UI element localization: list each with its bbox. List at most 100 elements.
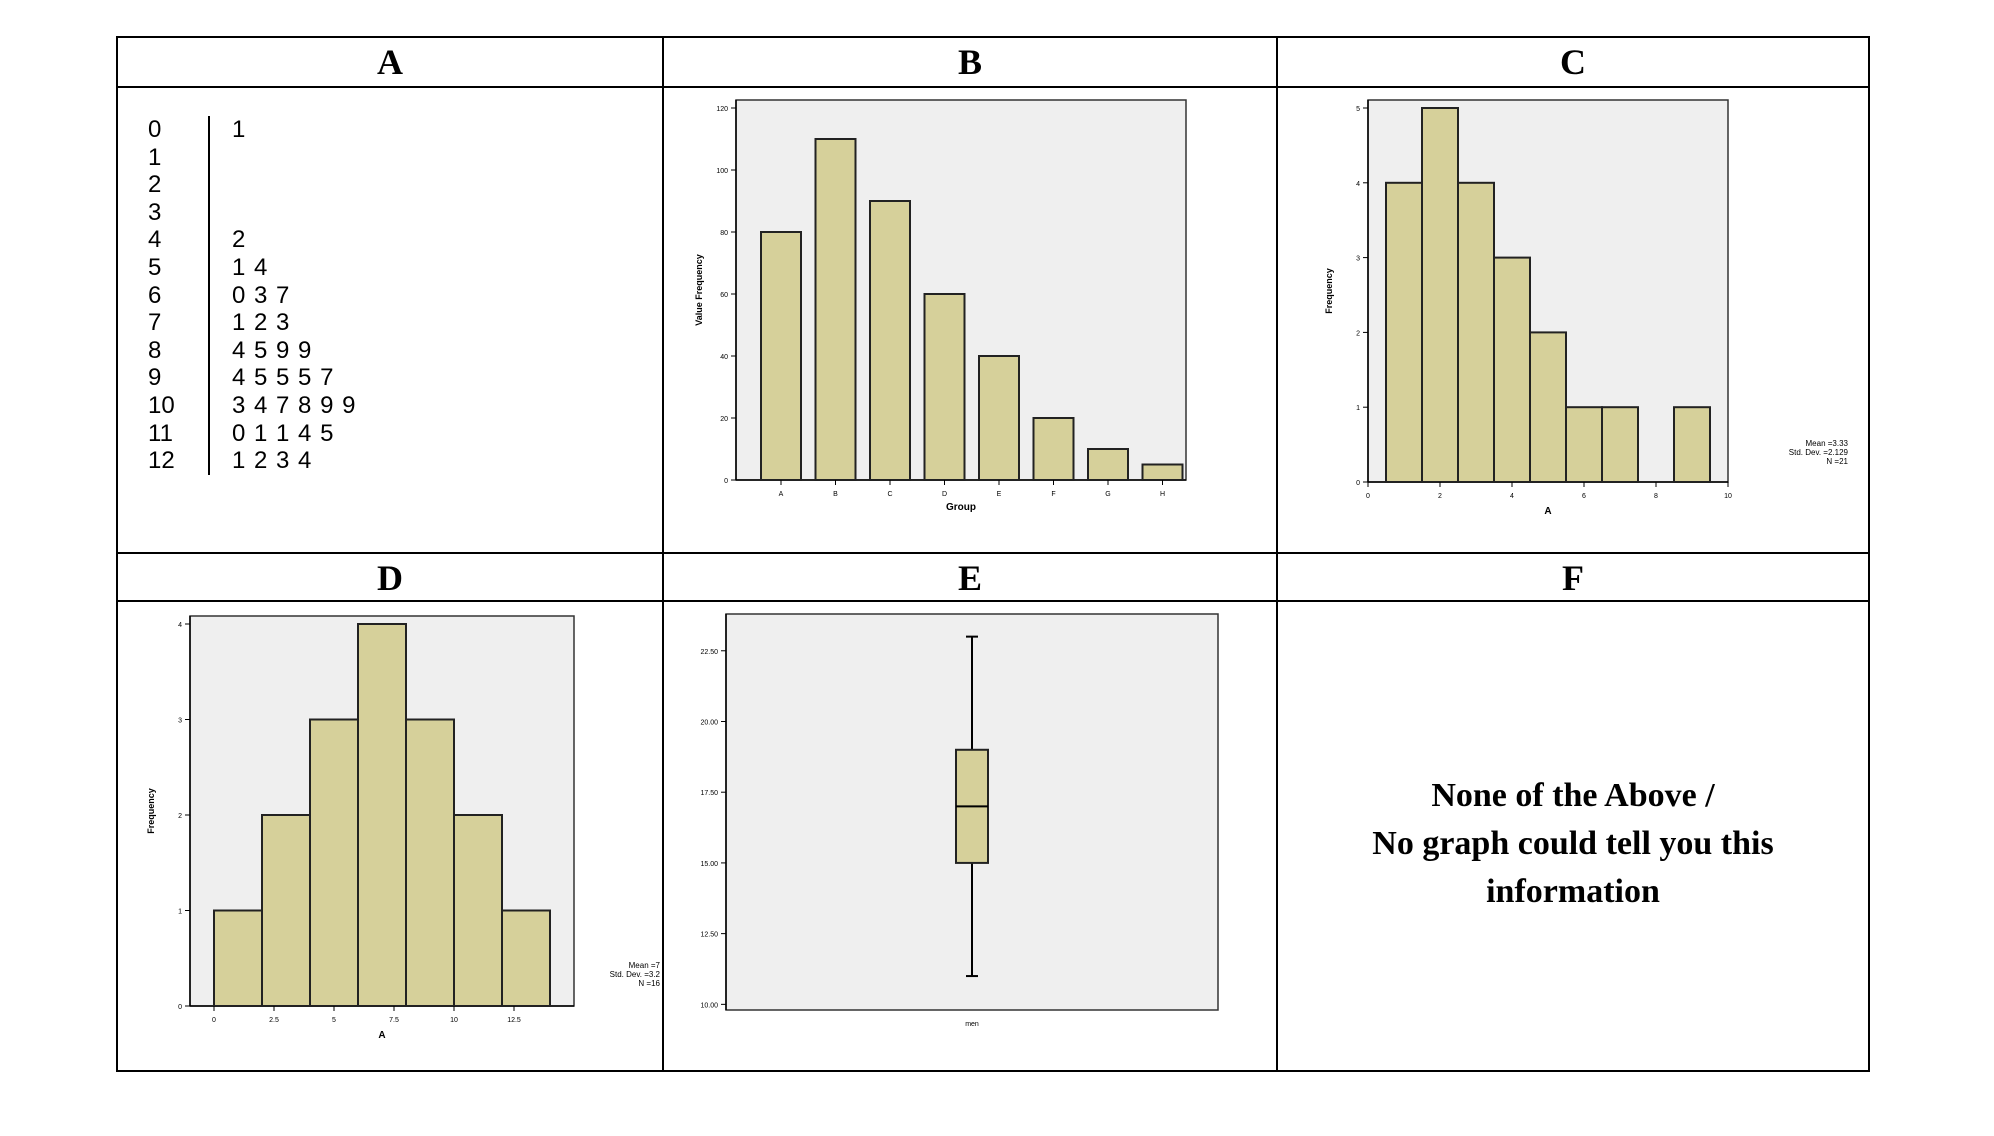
bar [1141,463,1184,481]
y-tick-label: 60 [720,292,728,299]
x-tick-label: 8 [1654,493,1658,500]
leaf-values: 4 5 5 5 7 [208,364,334,392]
x-tick-label: 7.5 [389,1017,399,1024]
stem-leaf-row: 11 0 1 1 4 5 [148,419,356,448]
leaf-values: 2 [208,226,246,254]
y-tick-label: 40 [720,354,728,361]
header-d: D [377,558,403,598]
y-tick-label: 2 [178,813,182,820]
row-divider [118,86,1868,88]
y-axis-title: Frequency [146,788,156,834]
histogram-bar [213,909,263,1007]
y-tick-label: 120 [716,106,728,113]
panel-c: 0 1 2 3 4 5 0 2 4 6 8 10 A Frequency Mean =3.33 Std. De… [1278,88,1868,552]
leaf-values: 0 3 7 [208,281,290,310]
y-tick-label: 22.50 [700,649,718,656]
x-tick-label: 2 [1438,493,1442,500]
x-tick-label: 4 [1510,493,1514,500]
bar [978,355,1020,481]
none-of-the-above-text: None of the Above / No graph could tell … [1278,772,1868,916]
x-tick-label: A [779,491,784,498]
y-tick-label: 100 [716,168,728,175]
y-tick-label: 80 [720,230,728,237]
x-tick-label: B [833,491,838,498]
stats-label: N =21 [1826,457,1848,466]
header-c: C [1560,42,1586,82]
histogram-bar [261,814,311,1007]
leaf-values: 1 2 3 [208,309,290,337]
y-tick-label: 4 [1356,181,1360,188]
y-tick-label: 3 [178,718,182,725]
stem-leaf-row: 5 1 4 [148,253,356,282]
y-tick-label: 0 [1356,480,1360,487]
panel-f: None of the Above / No graph could tell … [1278,602,1868,1070]
histogram-d: 0 1 2 3 4 0 2.5 5 7.5 10 12.5 A Frequency Mean =7Std.… [146,615,661,1041]
stem-leaf-row: 8 4 5 9 9 [148,336,356,365]
x-tick-label: 0 [1366,493,1370,500]
header-f: F [1562,558,1584,598]
x-axis-title: A [378,1030,385,1041]
stem-leaf-row: 1 [148,143,356,172]
y-tick-label: 15.00 [700,861,718,868]
y-tick-label: 1 [178,909,182,916]
histogram-bar [1565,406,1603,484]
bar-chart-b: 0 20 40 60 80 100 120 A B C D E F G H Group Value Freque… [694,99,1187,513]
histogram-bar [1493,256,1531,483]
x-tick-label: 12.5 [507,1017,521,1024]
histogram-bar [1673,406,1711,484]
panel-d: 0 1 2 3 4 0 2.5 5 7.5 10 12.5 A Frequency Mean =7 Std.… [118,602,662,1070]
stem-value: 7 [148,309,162,337]
header-a: A [377,42,403,82]
stats-label: N =16 [638,979,660,988]
x-tick-label: E [997,491,1002,498]
histogram-bar [357,623,407,1007]
stem-leaf-row: 3 [148,198,356,227]
f-line-3: information [1486,873,1660,910]
x-tick-label: F [1051,491,1055,498]
boxplot-e: 10.00 12.50 15.00 17.50 20.00 22.50 men [700,613,1219,1028]
stem-leaf-row: 9 4 5 5 5 7 [148,364,356,392]
x-tick-label: 0 [212,1017,216,1024]
leaf-values: 4 5 9 9 [208,336,312,365]
x-category-label: men [965,1021,979,1028]
x-tick-label: 5 [332,1017,336,1024]
histogram-bar [1385,181,1423,484]
header-b: B [957,42,982,82]
stem-value: 0 [148,116,162,143]
stats-label: Mean =7 [629,961,661,970]
stem-value: 9 [148,364,162,392]
header-e: E [957,558,982,598]
bar [1032,417,1075,481]
y-axis-title: Value Frequency [694,254,704,326]
stem-value: 11 [148,419,173,447]
y-tick-label: 10.00 [700,1002,718,1009]
y-tick-label: 17.50 [700,790,718,797]
column-divider [1276,38,1278,1070]
stem-value: 6 [148,281,162,309]
bar [923,293,966,481]
x-tick-label: H [1160,491,1165,498]
x-tick-label: G [1105,491,1110,498]
y-tick-label: 1 [1356,405,1360,412]
stem-value: 8 [148,336,162,364]
stem-leaf-row: 6 0 3 7 [148,281,356,310]
stem-leaf-row: 10 3 4 7 8 9 9 [148,391,356,420]
row-divider [118,600,1868,602]
histogram-bar [1601,406,1639,484]
stats-label: Std. Dev. =3.2 [610,970,661,979]
stem-leaf-row: 2 [148,171,356,199]
histogram-bar [453,814,503,1007]
bar [869,200,911,481]
x-tick-label: 10 [1724,493,1732,500]
y-tick-label: 12.50 [700,932,718,939]
y-tick-label: 20 [720,416,728,423]
bar [760,231,802,481]
leaf-values: 3 4 7 8 9 9 [208,391,356,420]
leaf-values [208,198,232,227]
histogram-bar [1457,181,1495,484]
x-tick-label: 10 [450,1017,458,1024]
